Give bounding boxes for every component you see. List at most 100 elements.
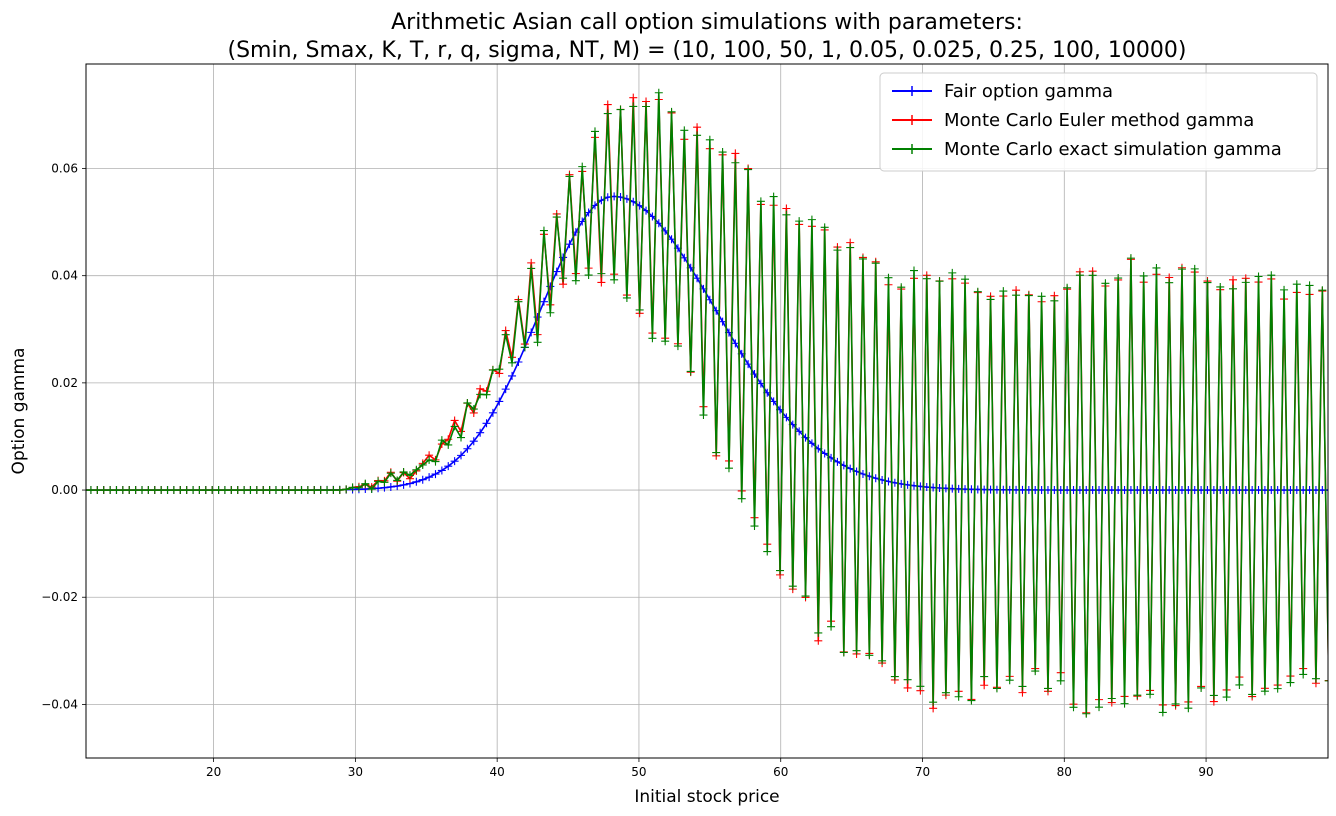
data-point-exact xyxy=(750,522,759,531)
data-point-exact xyxy=(1280,285,1289,294)
data-point-exact xyxy=(827,622,836,631)
data-point-exact xyxy=(986,295,995,304)
data-point-exact xyxy=(616,105,625,114)
data-point-exact xyxy=(539,226,548,235)
data-point-exact xyxy=(412,465,421,474)
data-point-exact xyxy=(1165,278,1174,287)
data-point-exact xyxy=(1158,708,1167,717)
data-point-exact xyxy=(1056,676,1065,685)
data-point-exact xyxy=(839,648,848,657)
data-point-exact xyxy=(1095,703,1104,712)
data-point-exact xyxy=(871,259,880,268)
data-point-exact xyxy=(776,566,785,575)
chart-title-line2: (Smin, Smax, K, T, r, q, sigma, NT, M) =… xyxy=(228,38,1187,63)
data-point-exact xyxy=(450,422,459,431)
data-point-exact xyxy=(393,476,402,485)
data-point-exact xyxy=(610,275,619,284)
data-point-exact xyxy=(935,277,944,286)
data-point-exact xyxy=(1069,703,1078,712)
data-point-exact xyxy=(884,273,893,282)
data-point-exact xyxy=(897,283,906,292)
data-point-exact xyxy=(495,365,504,374)
data-point-exact xyxy=(1318,286,1327,295)
data-point-exact xyxy=(431,457,440,466)
data-point-exact xyxy=(361,479,370,488)
data-point-exact xyxy=(648,334,657,343)
data-point-exact xyxy=(903,675,912,684)
data-point-exact xyxy=(846,243,855,252)
x-tick-label: 70 xyxy=(915,765,930,779)
data-point-exact xyxy=(399,467,408,476)
plot-frame xyxy=(85,63,1329,759)
data-point-exact xyxy=(712,448,721,457)
data-point-exact xyxy=(425,455,434,464)
data-point-exact xyxy=(342,485,351,494)
data-point-exact xyxy=(1126,254,1135,263)
data-point-exact xyxy=(1120,699,1129,708)
legend-marker-euler xyxy=(907,115,917,125)
data-point-fair xyxy=(418,475,427,484)
data-point-exact xyxy=(546,308,555,317)
data-point-fair xyxy=(469,437,478,446)
data-point-exact xyxy=(654,88,663,97)
data-point-exact xyxy=(571,276,580,285)
data-point-exact xyxy=(833,246,842,255)
data-point-exact xyxy=(1235,680,1244,689)
data-point-exact xyxy=(763,547,772,556)
data-point-fair xyxy=(508,371,517,380)
data-point-fair xyxy=(457,451,466,460)
data-point-exact xyxy=(705,135,714,144)
x-axis-label: Initial stock price xyxy=(634,787,779,807)
data-point-fair xyxy=(744,360,753,369)
data-point-exact xyxy=(693,131,702,140)
data-point-exact xyxy=(1241,278,1250,287)
data-point-euler xyxy=(731,149,740,158)
data-point-exact xyxy=(980,672,989,681)
data-point-exact xyxy=(1324,680,1328,682)
x-tick-label: 80 xyxy=(1057,765,1072,779)
data-point-exact xyxy=(501,330,510,339)
data-point-fair xyxy=(846,464,855,473)
legend-label-exact: Monte Carlo exact simulation gamma xyxy=(944,139,1282,160)
data-point-exact xyxy=(1209,691,1218,700)
data-point-exact xyxy=(737,494,746,503)
data-point-exact xyxy=(1260,687,1269,696)
data-point-fair xyxy=(482,419,491,428)
data-point-exact xyxy=(565,172,574,181)
data-point-exact xyxy=(590,127,599,136)
data-point-exact xyxy=(973,287,982,296)
data-point-exact xyxy=(801,592,810,601)
data-point-exact xyxy=(769,192,778,201)
x-axis-ticks: 20 30 40 50 60 70 80 90 xyxy=(206,758,1214,779)
data-point-exact xyxy=(929,698,938,707)
data-point-exact xyxy=(673,342,682,351)
data-point-fair xyxy=(795,427,804,436)
data-point-exact xyxy=(1216,282,1225,291)
data-point-exact xyxy=(1088,271,1097,280)
legend-marker-exact xyxy=(907,144,917,154)
data-point-exact xyxy=(457,433,466,442)
data-point-exact xyxy=(718,148,727,157)
data-point-fair xyxy=(539,297,548,306)
data-point-exact xyxy=(910,266,918,275)
data-point-fair xyxy=(431,470,440,479)
x-tick-label: 40 xyxy=(490,765,505,779)
y-tick-label: 0.02 xyxy=(51,376,78,390)
data-point-exact xyxy=(724,464,733,473)
data-point-exact xyxy=(533,338,542,347)
y-axis-ticks: −0.04 −0.02 0.00 0.02 0.04 0.06 xyxy=(41,162,86,711)
data-point-exact xyxy=(354,483,363,492)
data-point-exact xyxy=(386,469,395,478)
data-point-exact xyxy=(1133,691,1142,700)
data-point-euler xyxy=(597,278,606,287)
data-point-exact xyxy=(1190,264,1199,273)
data-point-exact xyxy=(916,682,925,691)
data-point-euler xyxy=(629,93,638,102)
data-point-exact xyxy=(667,107,676,116)
data-point-exact xyxy=(1024,291,1033,300)
data-point-exact xyxy=(1229,284,1238,293)
legend-entry-exact: Monte Carlo exact simulation gamma xyxy=(892,139,1282,160)
data-point-exact xyxy=(335,486,344,495)
data-point-exact xyxy=(514,297,523,306)
